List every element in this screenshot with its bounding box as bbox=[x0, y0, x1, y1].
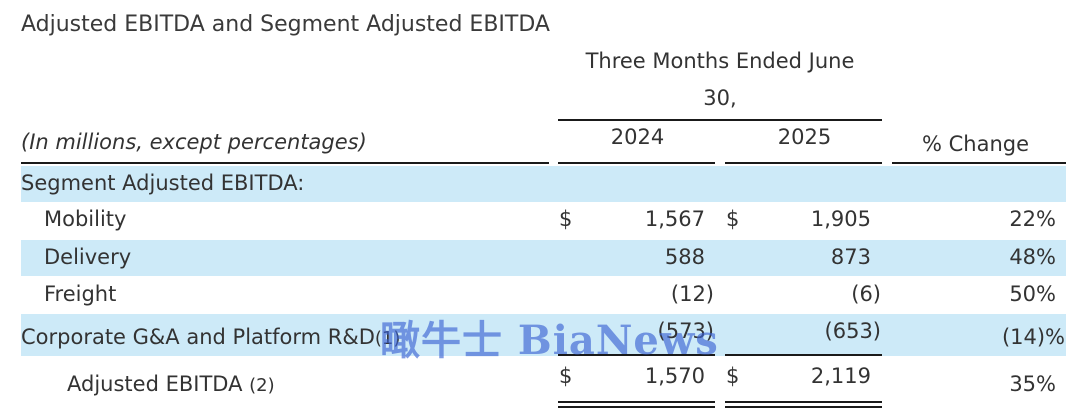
total-double-rule-2024-top bbox=[558, 401, 715, 403]
row-label-segment: Segment Adjusted EBITDA: bbox=[21, 171, 305, 195]
units-note: (In millions, except percentages) bbox=[21, 130, 367, 154]
row-band bbox=[21, 166, 1066, 202]
header-rule-label bbox=[21, 162, 549, 164]
watermark-logo: 瞰牛士 BiaNews bbox=[380, 317, 719, 364]
footnote-ref: (1) bbox=[374, 328, 401, 349]
value-2025: (653) bbox=[824, 319, 881, 343]
pct-change-value: 22% bbox=[1009, 207, 1056, 231]
total-double-rule-2024-bottom bbox=[558, 406, 715, 408]
currency-2025: $ bbox=[726, 207, 740, 231]
pct-change-value: (14)% bbox=[1001, 325, 1065, 349]
pct-change-value: 50% bbox=[1009, 282, 1056, 306]
period-header-rule bbox=[558, 119, 882, 121]
total-double-rule-2025-top bbox=[725, 401, 882, 403]
value-2025: (6) bbox=[851, 282, 881, 306]
currency-2024: $ bbox=[559, 364, 573, 388]
pct-change-header: % Change bbox=[922, 132, 1030, 156]
footnote-ref: (2) bbox=[249, 375, 275, 396]
value-2025: 873 bbox=[830, 245, 871, 269]
currency-2025: $ bbox=[726, 364, 740, 388]
pct-change-value: 35% bbox=[1009, 372, 1056, 396]
value-2024: (12) bbox=[670, 282, 714, 306]
header-rule-2025 bbox=[725, 162, 882, 164]
row-label-corporate: Corporate G&A and Platform R&D(1) bbox=[21, 325, 400, 349]
value-2024: (573) bbox=[657, 319, 714, 343]
subtotal-rule-2024 bbox=[558, 354, 715, 356]
value-2025: 1,905 bbox=[810, 207, 871, 231]
value-2024: 1,570 bbox=[644, 364, 705, 388]
row-label-text: Adjusted EBITDA bbox=[67, 372, 243, 396]
period-header-line1: Three Months Ended June bbox=[585, 49, 855, 73]
row-label-adjusted-ebitda: Adjusted EBITDA (2) bbox=[67, 372, 275, 396]
currency-2024: $ bbox=[559, 207, 573, 231]
row-band bbox=[21, 314, 1066, 356]
value-2024: 1,567 bbox=[644, 207, 705, 231]
year-2025-header: 2025 bbox=[777, 125, 832, 149]
total-double-rule-2025-bottom bbox=[725, 406, 882, 408]
subtotal-rule-2025 bbox=[725, 354, 882, 356]
table-title: Adjusted EBITDA and Segment Adjusted EBI… bbox=[21, 12, 550, 37]
year-2024-header: 2024 bbox=[610, 125, 665, 149]
value-2025: 2,119 bbox=[810, 364, 871, 388]
header-rule-pct bbox=[892, 162, 1066, 164]
row-band bbox=[21, 240, 1066, 276]
period-header-line2: 30, bbox=[703, 86, 737, 110]
row-label-delivery: Delivery bbox=[44, 245, 132, 269]
value-2024: 588 bbox=[664, 245, 705, 269]
header-rule-2024 bbox=[558, 162, 715, 164]
pct-change-value: 48% bbox=[1009, 245, 1056, 269]
row-label-mobility: Mobility bbox=[44, 207, 127, 231]
row-label-freight: Freight bbox=[44, 282, 117, 306]
row-label-text: Corporate G&A and Platform R&D bbox=[21, 325, 375, 349]
